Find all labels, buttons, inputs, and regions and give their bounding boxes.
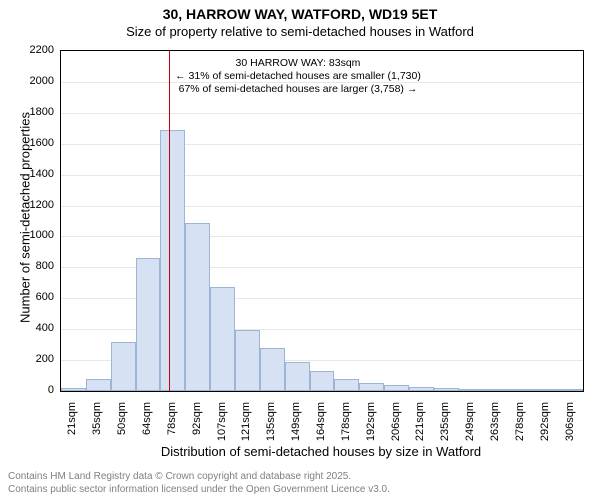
x-tick: 149sqm <box>290 402 302 450</box>
x-tick: 221sqm <box>414 402 426 450</box>
y-tick: 2200 <box>14 44 54 56</box>
gridline <box>61 236 583 237</box>
x-tick: 292sqm <box>539 402 551 450</box>
bar <box>185 223 210 391</box>
annotation-larger: 67% of semi-detached houses are larger (… <box>175 83 421 96</box>
annotation-box: 30 HARROW WAY: 83sqm ← 31% of semi-detac… <box>175 57 421 96</box>
x-tick: 21sqm <box>66 402 78 450</box>
bar <box>86 379 111 391</box>
x-tick: 263sqm <box>489 402 501 450</box>
x-tick: 35sqm <box>91 402 103 450</box>
y-tick: 2000 <box>14 75 54 87</box>
x-tick: 92sqm <box>191 402 203 450</box>
bar <box>160 130 185 391</box>
bar <box>260 348 285 391</box>
bar <box>434 388 459 391</box>
gridline <box>61 144 583 145</box>
bar <box>235 330 260 391</box>
bar <box>334 379 359 391</box>
footer-attribution: Contains HM Land Registry data © Crown c… <box>8 470 390 496</box>
reference-line <box>169 51 170 391</box>
y-axis-label: Number of semi-detached properties <box>18 98 33 338</box>
gridline <box>61 206 583 207</box>
footer-line-2: Contains public sector information licen… <box>8 483 390 496</box>
x-tick: 206sqm <box>390 402 402 450</box>
plot-area: 30 HARROW WAY: 83sqm ← 31% of semi-detac… <box>60 50 584 392</box>
annotation-smaller: ← 31% of semi-detached houses are smalle… <box>175 70 421 83</box>
x-tick: 64sqm <box>141 402 153 450</box>
x-tick: 164sqm <box>315 402 327 450</box>
x-tick: 121sqm <box>240 402 252 450</box>
bar <box>484 389 509 391</box>
bar <box>136 258 161 391</box>
chart-title-2: Size of property relative to semi-detach… <box>0 24 600 39</box>
annotation-value: 30 HARROW WAY: 83sqm <box>175 57 421 70</box>
bar <box>508 389 533 391</box>
x-tick: 178sqm <box>340 402 352 450</box>
x-tick: 107sqm <box>216 402 228 450</box>
bar <box>310 371 335 391</box>
x-tick: 78sqm <box>166 402 178 450</box>
chart-container: { "title_line1": "30, HARROW WAY, WATFOR… <box>0 0 600 500</box>
x-tick: 249sqm <box>464 402 476 450</box>
bar <box>210 287 235 391</box>
bar <box>558 389 583 391</box>
bar <box>111 342 136 391</box>
x-tick: 278sqm <box>514 402 526 450</box>
x-tick: 192sqm <box>365 402 377 450</box>
bar <box>533 389 558 391</box>
y-tick: 0 <box>14 384 54 396</box>
x-axis-label: Distribution of semi-detached houses by … <box>60 444 582 459</box>
chart-title-1: 30, HARROW WAY, WATFORD, WD19 5ET <box>0 6 600 22</box>
x-tick: 135sqm <box>265 402 277 450</box>
gridline <box>61 175 583 176</box>
x-tick: 235sqm <box>439 402 451 450</box>
footer-line-1: Contains HM Land Registry data © Crown c… <box>8 470 390 483</box>
y-tick: 200 <box>14 353 54 365</box>
bar <box>459 389 484 391</box>
bar <box>384 385 409 391</box>
gridline <box>61 113 583 114</box>
bar <box>285 362 310 391</box>
bar <box>359 383 384 392</box>
x-tick: 306sqm <box>564 402 576 450</box>
x-tick: 50sqm <box>116 402 128 450</box>
bar <box>61 388 86 391</box>
bar <box>409 387 434 391</box>
